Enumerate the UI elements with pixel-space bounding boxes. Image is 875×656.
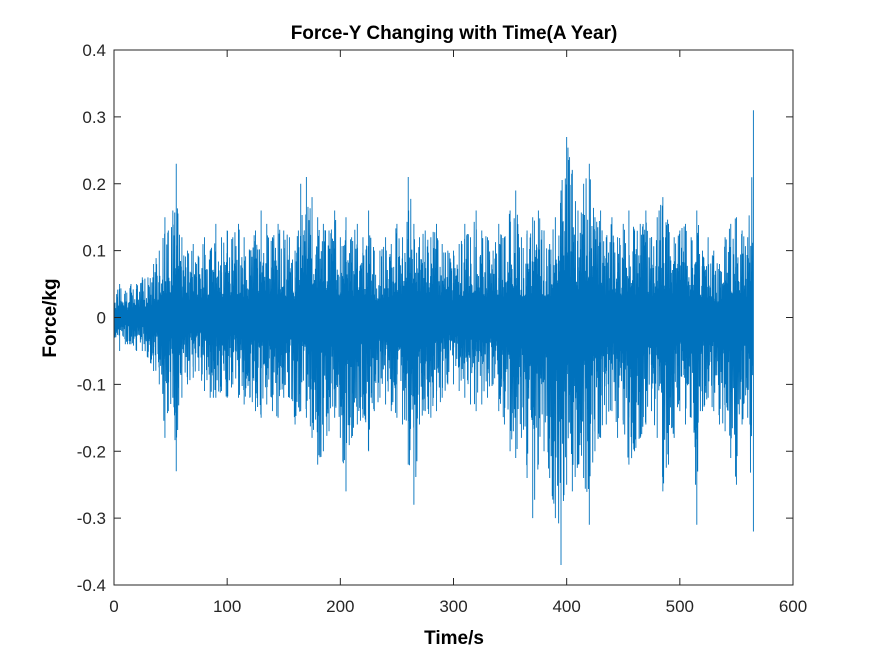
chart-title: Force-Y Changing with Time(A Year) [291, 23, 618, 44]
y-tick-label: 0.4 [82, 41, 106, 60]
plot-area [113, 110, 754, 565]
series-line [113, 110, 754, 565]
y-tick-label: -0.2 [77, 442, 106, 461]
x-tick-label: 600 [779, 597, 807, 616]
y-tick-label: 0.1 [82, 242, 106, 261]
x-tick-label: 500 [666, 597, 694, 616]
y-tick-label: -0.1 [77, 375, 106, 394]
y-tick-label: -0.4 [77, 576, 106, 595]
axes [113, 49, 794, 586]
x-tick-label: 100 [213, 597, 241, 616]
y-tick-label: 0.3 [82, 108, 106, 127]
x-tick-label: 300 [439, 597, 467, 616]
tick-labels: 0 100 200 300 400 500 600 -0.4 -0.3 -0.2 -0.1 0 0.1 0… [77, 41, 807, 616]
y-tick-label: -0.3 [77, 509, 106, 528]
y-axis-label: Force/kg [40, 278, 61, 357]
y-tick-label: 0.2 [82, 175, 106, 194]
x-tick-label: 200 [326, 597, 354, 616]
y-tick-label: 0 [97, 309, 106, 328]
x-tick-label: 0 [109, 597, 118, 616]
x-tick-label: 400 [552, 597, 580, 616]
x-axis-label: Time/s [424, 628, 484, 649]
